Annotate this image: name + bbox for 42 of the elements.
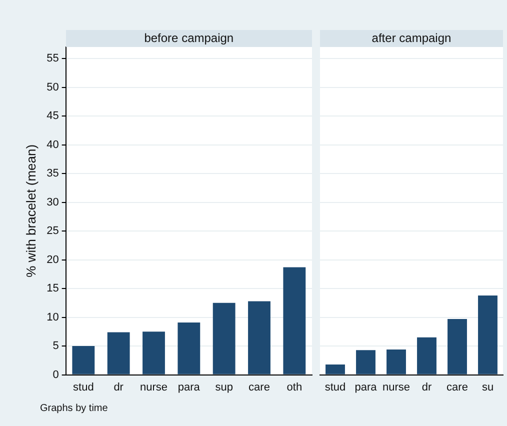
bar <box>386 349 406 374</box>
y-axis-title: % with bracelet (mean) <box>23 144 38 278</box>
bar <box>478 295 498 374</box>
x-tick-label: care <box>446 381 468 394</box>
y-tick-label: 15 <box>46 282 59 295</box>
bar <box>448 319 467 374</box>
x-tick-label: para <box>354 381 378 394</box>
y-tick-label: 50 <box>46 81 59 94</box>
y-tick-label: 25 <box>46 225 59 238</box>
bar <box>212 302 236 374</box>
bar <box>178 322 200 374</box>
x-tick-label: su <box>482 381 494 394</box>
y-tick-label: 35 <box>46 168 59 180</box>
bar <box>417 337 436 374</box>
y-tick-label: 10 <box>46 311 59 324</box>
y-tick-label: 45 <box>46 110 59 122</box>
x-tick-label: nurse <box>382 381 410 394</box>
bar <box>356 350 376 374</box>
x-tick-label: oth <box>286 381 302 394</box>
x-tick-label: care <box>248 381 270 394</box>
text: Graphs by time <box>40 403 108 414</box>
x-tick-label: nurse <box>140 381 168 394</box>
chart-title: before campaign <box>66 30 312 47</box>
x-tick-label: para <box>178 381 201 394</box>
bar <box>248 301 270 374</box>
bar <box>107 332 130 374</box>
y-tick-label: 5 <box>52 340 59 352</box>
y-tick-label: 40 <box>46 138 59 151</box>
bar <box>326 364 345 374</box>
bar <box>142 332 165 374</box>
bar <box>72 346 95 374</box>
bar <box>283 267 306 374</box>
y-tick-label: 0 <box>52 368 59 381</box>
x-tick-label: sup <box>215 381 233 394</box>
y-tick-label: 30 <box>46 196 59 208</box>
chart-title: after campaign <box>320 30 503 47</box>
x-tick-label: stud <box>73 381 94 394</box>
y-tick-label: 55 <box>46 52 59 65</box>
x-tick-label: dr <box>114 381 124 394</box>
y-tick-label: 20 <box>46 254 59 266</box>
x-tick-label: dr <box>422 381 432 394</box>
x-tick-label: stud <box>324 381 346 394</box>
